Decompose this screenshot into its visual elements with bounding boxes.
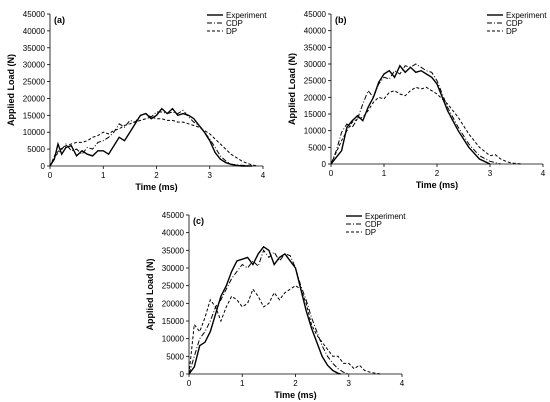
panel-label: (a) [54, 15, 65, 25]
y-tick-label: 5000 [166, 352, 184, 361]
series-line-experiment [188, 245, 341, 375]
y-tick-label: 0 [180, 370, 185, 379]
legend-label: Experiment [365, 212, 406, 221]
y-tick-label: 0 [322, 160, 327, 169]
y-tick-label: 40000 [162, 229, 185, 238]
x-tick-label: 3 [208, 171, 213, 180]
y-tick-label: 15000 [304, 110, 327, 119]
x-tick-label: 0 [187, 379, 192, 388]
y-tick-label: 10000 [304, 127, 327, 136]
panel-label: (c) [193, 216, 204, 226]
legend-label: DP [506, 27, 517, 36]
series-line-cdp [188, 249, 349, 375]
y-tick-label: 25000 [23, 78, 46, 87]
y-tick-label: 45000 [304, 10, 327, 19]
x-tick-label: 4 [541, 169, 546, 178]
series-line-cdp [49, 109, 253, 167]
x-tick-label: 2 [435, 169, 440, 178]
x-tick-label: 4 [400, 379, 405, 388]
y-tick-label: 45000 [23, 10, 46, 19]
x-axis-label: Time (ms) [135, 182, 177, 192]
y-tick-label: 15000 [23, 111, 46, 120]
legend-label: CDP [226, 19, 243, 28]
chart-panel-1: 0 5000 10000 15000 20000 25000 30000 35000 40000… [287, 10, 547, 190]
legend-label: Experiment [506, 11, 547, 20]
y-tick-label: 40000 [23, 27, 46, 36]
y-tick-label: 10000 [23, 128, 46, 137]
x-axis-label: Time (ms) [416, 180, 458, 190]
legend-label: CDP [365, 220, 382, 229]
x-tick-label: 4 [261, 171, 266, 180]
y-tick-label: 10000 [162, 335, 185, 344]
y-tick-label: 15000 [162, 317, 185, 326]
y-axis-label: Applied Load (N) [6, 54, 16, 126]
x-tick-label: 1 [382, 169, 387, 178]
legend-label: DP [365, 228, 376, 237]
y-tick-label: 30000 [162, 264, 185, 273]
series-line-experiment [49, 107, 253, 167]
x-tick-label: 2 [154, 171, 159, 180]
y-tick-label: 30000 [304, 60, 327, 69]
chart-panel-2: 0 5000 10000 15000 20000 25000 30000 35000 40000… [145, 211, 406, 400]
series-line-cdp [330, 63, 501, 165]
y-tick-label: 20000 [23, 94, 46, 103]
x-tick-label: 1 [240, 379, 245, 388]
x-tick-label: 2 [293, 379, 298, 388]
x-tick-label: 0 [48, 171, 53, 180]
y-tick-label: 45000 [162, 211, 185, 220]
x-tick-label: 3 [488, 169, 493, 178]
x-tick-label: 0 [329, 169, 334, 178]
x-tick-label: 1 [101, 171, 106, 180]
y-axis-label: Applied Load (N) [287, 53, 297, 125]
y-tick-label: 40000 [304, 27, 327, 36]
series-line-dp [49, 116, 258, 167]
y-tick-label: 25000 [304, 77, 327, 86]
y-tick-label: 5000 [27, 145, 45, 154]
y-tick-label: 25000 [162, 282, 185, 291]
legend-label: CDP [506, 19, 523, 28]
y-tick-label: 5000 [308, 143, 326, 152]
y-tick-label: 35000 [23, 44, 46, 53]
panel-label: (b) [335, 15, 347, 25]
y-tick-label: 20000 [304, 93, 327, 102]
legend-label: Experiment [226, 11, 267, 20]
y-tick-label: 30000 [23, 61, 46, 70]
x-tick-label: 3 [347, 379, 352, 388]
y-tick-label: 0 [41, 162, 46, 171]
series-line-experiment [330, 64, 491, 165]
legend-label: DP [226, 27, 237, 36]
y-tick-label: 20000 [162, 299, 185, 308]
series-line-dp [330, 86, 522, 165]
chart-panel-0: 0 5000 10000 15000 20000 25000 30000 35000 40000… [6, 10, 267, 192]
x-axis-label: Time (ms) [274, 390, 316, 400]
y-tick-label: 35000 [162, 246, 185, 255]
y-tick-label: 35000 [304, 43, 327, 52]
y-axis-label: Applied Load (N) [145, 259, 155, 331]
series-line-dp [188, 285, 381, 375]
